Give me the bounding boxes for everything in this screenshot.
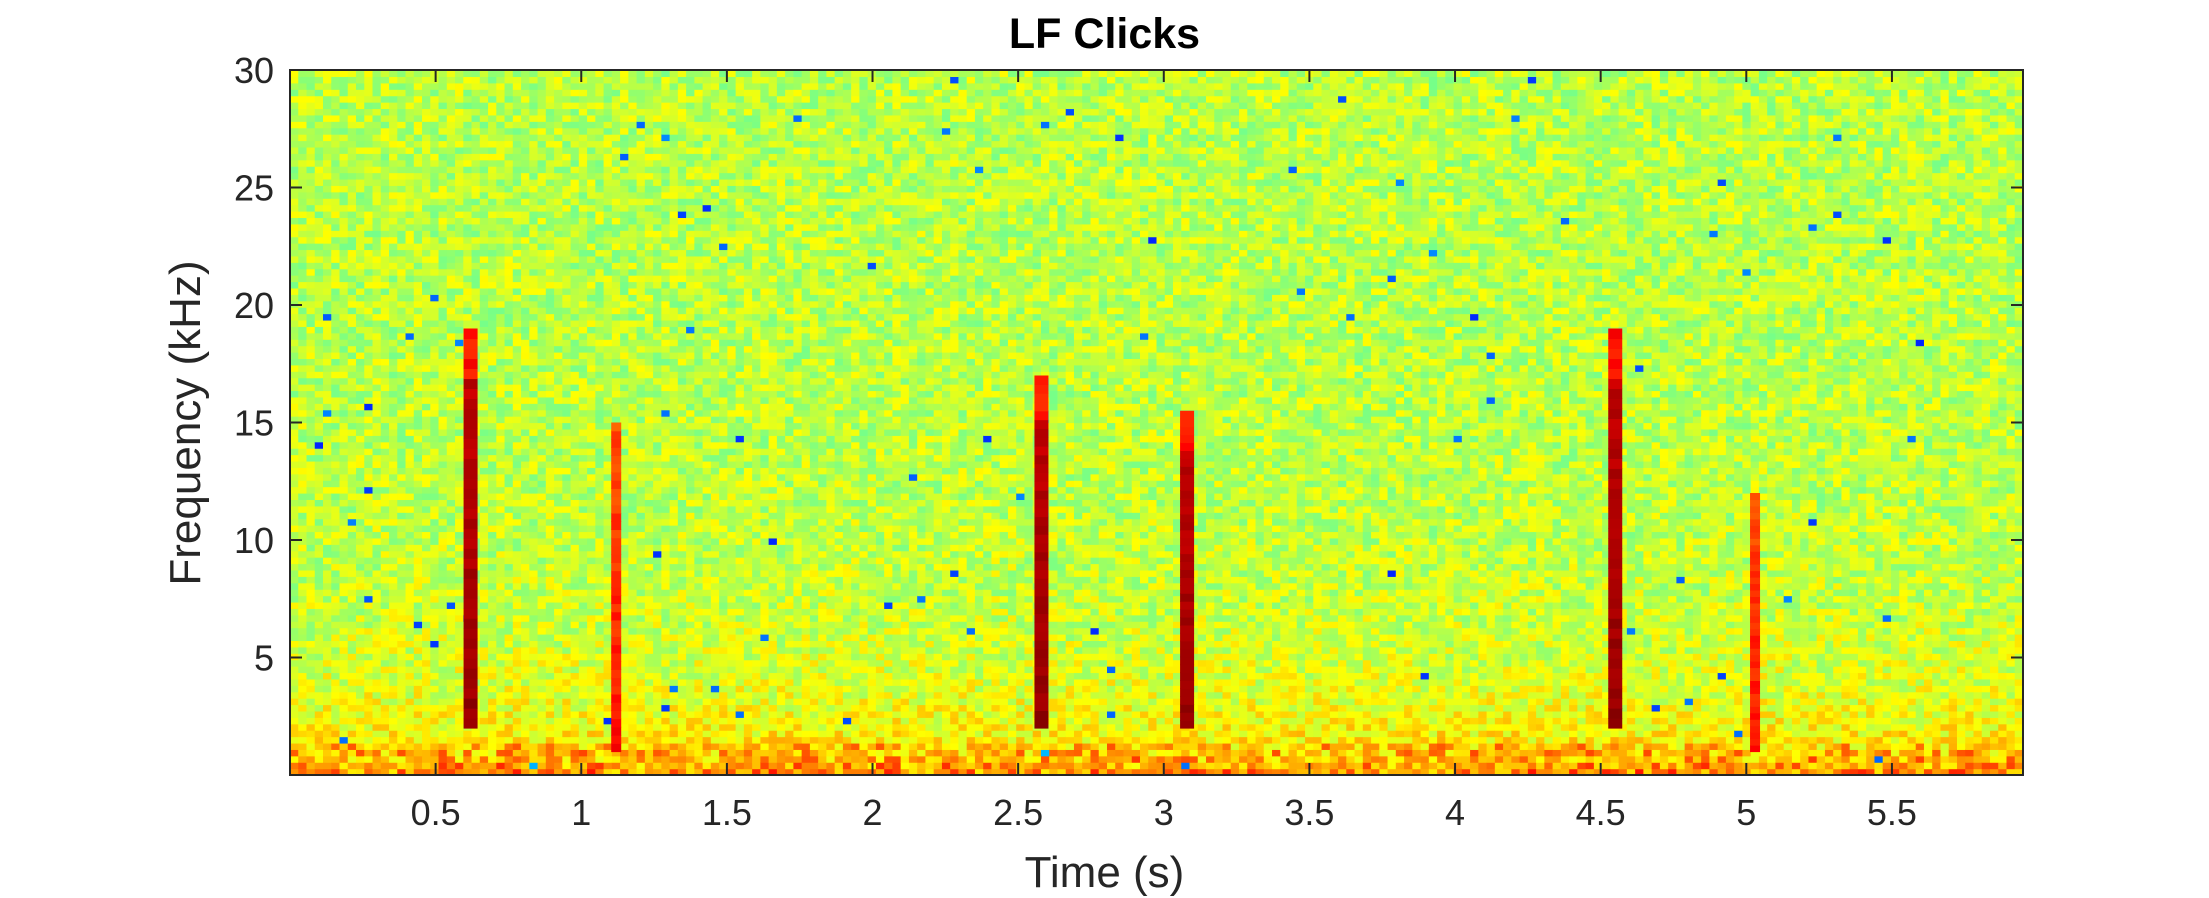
x-tick-label: 3 <box>1154 792 1174 833</box>
x-tick-label: 4 <box>1445 792 1465 833</box>
x-tick-label: 5 <box>1736 792 1756 833</box>
click-mark <box>1750 493 1760 752</box>
y-tick-label: 30 <box>234 50 274 91</box>
x-tick-label: 2.5 <box>993 792 1043 833</box>
y-tick-label: 10 <box>234 520 274 561</box>
spectrogram-heatmap <box>290 70 2024 776</box>
x-tick-label: 1 <box>571 792 591 833</box>
x-tick-label: 3.5 <box>1284 792 1334 833</box>
click-mark <box>1034 376 1048 729</box>
y-tick-label: 5 <box>254 638 274 679</box>
y-axis-label: Frequency (kHz) <box>161 260 211 585</box>
click-mark <box>1180 411 1194 729</box>
click-mark <box>611 423 621 753</box>
y-tick-label: 15 <box>234 403 274 444</box>
x-axis-label: Time (s) <box>0 848 2209 898</box>
click-mark <box>464 329 478 729</box>
x-tick-label: 5.5 <box>1867 792 1917 833</box>
y-tick-label: 25 <box>234 168 274 209</box>
x-tick-label: 1.5 <box>702 792 752 833</box>
x-tick-label: 4.5 <box>1576 792 1626 833</box>
x-tick-label: 0.5 <box>411 792 461 833</box>
click-mark <box>1608 329 1622 729</box>
y-tick-label: 20 <box>234 285 274 326</box>
x-tick-label: 2 <box>863 792 883 833</box>
